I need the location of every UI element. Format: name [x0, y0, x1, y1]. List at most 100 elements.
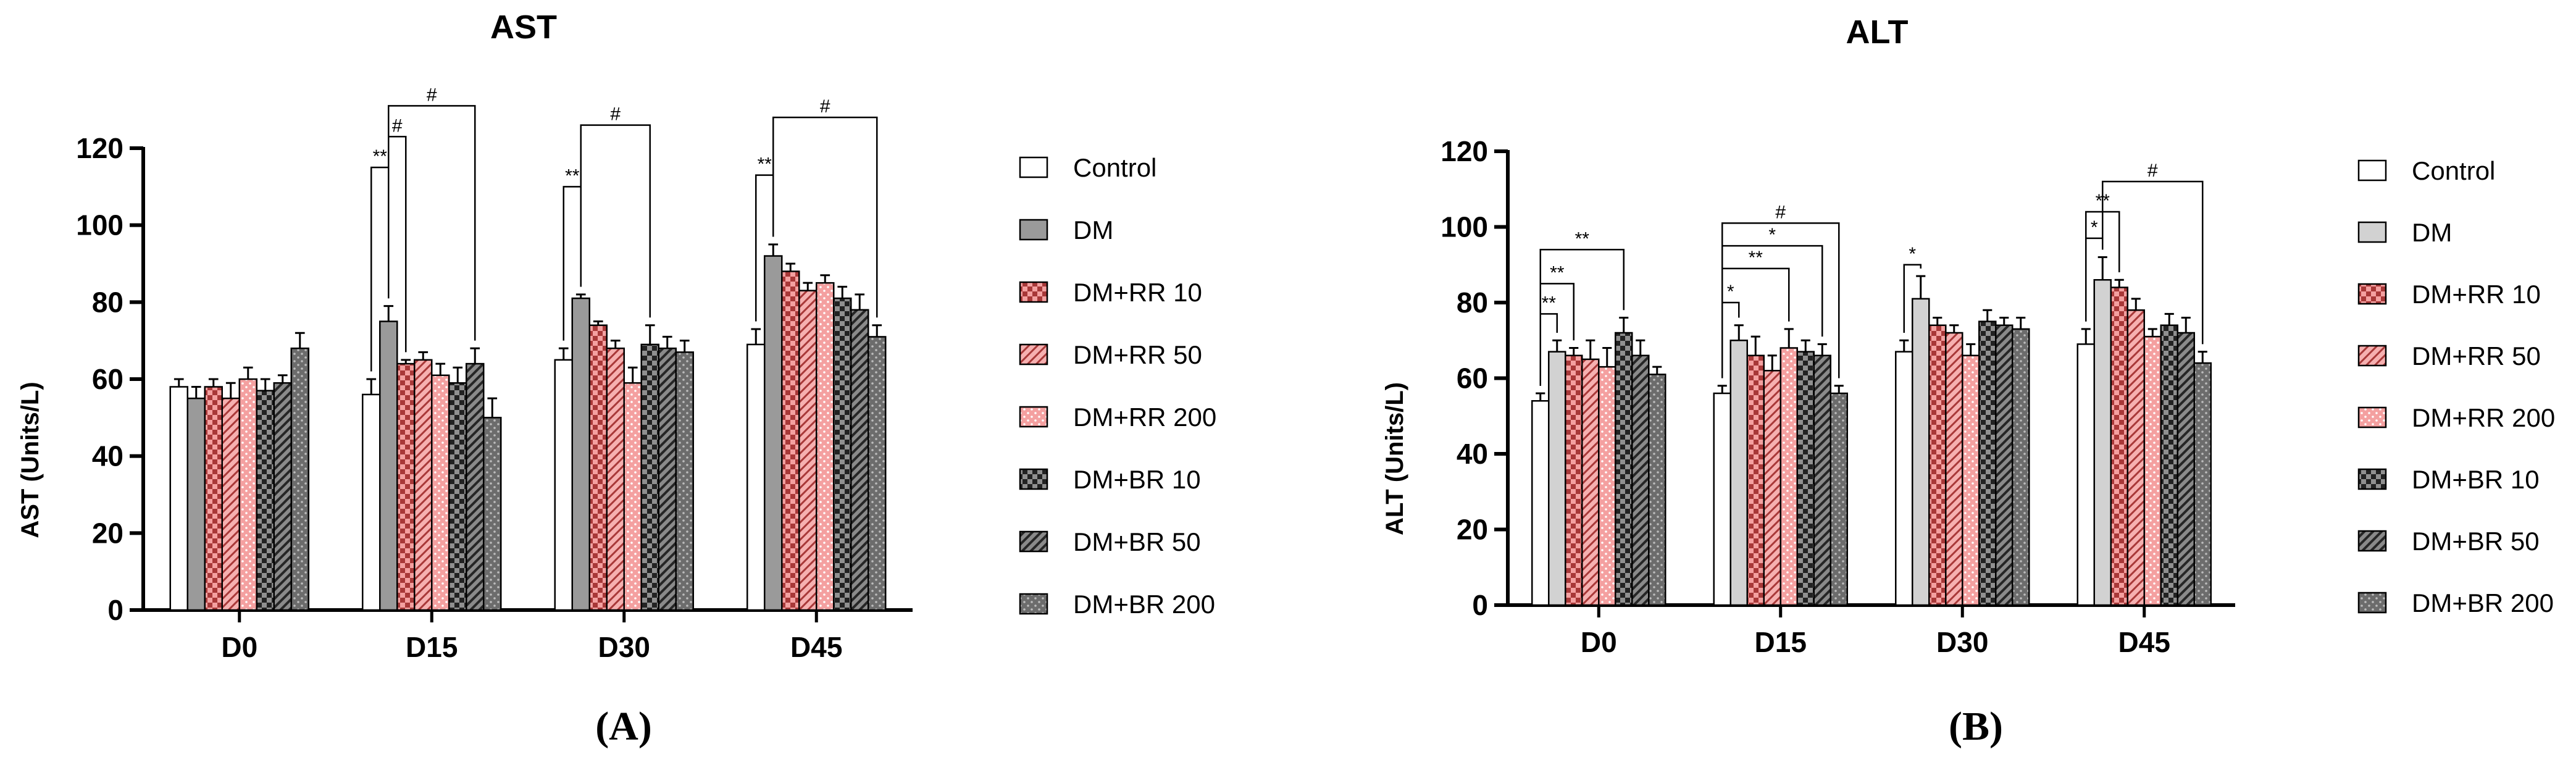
x-tick-label: D45 — [790, 631, 842, 663]
legend-label: DM+RR 10 — [2412, 280, 2541, 309]
significance-bracket — [388, 136, 407, 353]
legend-label: DM+RR 10 — [1073, 278, 1202, 307]
bar-dm-rr-50-d30 — [606, 347, 625, 611]
significance-bracket — [1903, 264, 1922, 333]
legend-swatch-control — [1019, 156, 1048, 178]
y-tick-label: 20 — [92, 517, 123, 549]
legend-label: DM — [1073, 215, 1113, 245]
y-tick-label: 80 — [92, 286, 123, 318]
bar-control-d15 — [362, 393, 381, 611]
bar-control-d0 — [1531, 400, 1550, 606]
bar-dm-d15 — [1729, 340, 1748, 606]
legend-swatch-dm-br-200 — [1019, 593, 1048, 615]
bar-dm-br-10-d0 — [256, 390, 275, 611]
bar-dm-rr-10-d0 — [204, 386, 223, 611]
legend-label: DM+BR 50 — [1073, 527, 1201, 556]
y-tick-label: 100 — [1441, 211, 1488, 243]
x-tick-label: D45 — [2118, 626, 2170, 658]
bar-dm-rr-10-d45 — [2110, 286, 2128, 606]
bar-dm-d45 — [2093, 279, 2112, 606]
bar-dm-br-200-d30 — [2012, 328, 2030, 606]
y-tick-label: 60 — [92, 363, 123, 395]
bar-dm-rr-10-d0 — [1565, 354, 1583, 606]
bar-dm-br-200-d0 — [290, 347, 309, 611]
legend-alt: Control DM DM+RR 10 DM+RR 50 DM+RR 200 DM+BR … — [2357, 156, 2555, 617]
x-tick-label: D0 — [1581, 626, 1617, 658]
bar-dm-rr-10-d45 — [781, 270, 800, 611]
bar-control-d30 — [554, 359, 573, 611]
bar-dm-rr-200-d0 — [1598, 366, 1616, 606]
legend-label: DM+BR 200 — [2412, 588, 2554, 617]
bar-dm-d0 — [1548, 351, 1566, 606]
legend-swatch-dm-br-50 — [1019, 530, 1048, 553]
bar-dm-rr-200-d45 — [2143, 335, 2162, 606]
bar-dm-rr-200-d45 — [816, 282, 835, 611]
significance-bracket — [772, 116, 878, 318]
y-tick-label: 60 — [1457, 362, 1488, 395]
x-tick-label: D0 — [221, 631, 257, 663]
y-tick-label: 20 — [1457, 514, 1488, 546]
legend-label: Control — [1073, 153, 1156, 182]
significance-label: # — [392, 115, 403, 136]
panel-label-a: (A) — [595, 704, 652, 749]
bar-dm-br-200-d45 — [2193, 362, 2212, 606]
bar-dm-rr-10-d30 — [1928, 324, 1947, 606]
legend-label: DM+RR 200 — [1073, 403, 1216, 432]
bar-dm-d30 — [1912, 298, 1930, 606]
legend-label: DM+RR 50 — [2412, 341, 2541, 370]
y-tick-label: 0 — [107, 594, 123, 626]
bar-dm-br-50-d15 — [1813, 354, 1831, 606]
chart-title: AST — [490, 9, 557, 46]
legend-swatch-dm-rr-200 — [1019, 406, 1048, 428]
legend-label: DM+BR 50 — [2412, 527, 2540, 556]
legend-label: DM+RR 200 — [2412, 403, 2555, 432]
ast-chart: AST AST (Units/L) 0 20 40 60 80 100 120 D0 D15 D3… — [17, 9, 913, 663]
legend-swatch-dm-rr-200 — [2357, 406, 2387, 429]
bar-dm-rr-50-d15 — [414, 359, 433, 611]
bar-dm-br-10-d45 — [2160, 324, 2178, 606]
legend-label: DM+BR 200 — [1073, 590, 1215, 619]
significance-label: # — [820, 96, 830, 117]
bar-dm-br-200-d30 — [675, 351, 694, 611]
legend-swatch-control — [2357, 159, 2387, 182]
significance-label: # — [427, 85, 437, 105]
significance-label: # — [610, 104, 621, 125]
y-tick-label: 40 — [92, 440, 123, 472]
legend-swatch-dm-br-50 — [2357, 530, 2387, 552]
bar-dm-br-10-d30 — [640, 343, 659, 611]
chart-title: ALT — [1846, 14, 1909, 51]
bar-dm-br-50-d45 — [2177, 332, 2195, 606]
bar-dm-rr-50-d15 — [1763, 370, 1781, 606]
bar-dm-rr-50-d0 — [221, 397, 240, 611]
bar-dm-rr-10-d15 — [1746, 354, 1765, 606]
bar-dm-br-200-d15 — [1830, 392, 1848, 606]
legend-swatch-dm — [2357, 221, 2387, 243]
significance-label: # — [1775, 202, 1786, 222]
bar-dm-br-200-d45 — [868, 336, 887, 611]
legend-ast: Control DM DM+RR 10 DM+RR 50 DM+RR 200 DM+BR … — [1019, 153, 1216, 619]
legend-swatch-dm-rr-50 — [2357, 345, 2387, 367]
significance-label: ** — [1550, 262, 1565, 283]
bar-dm-rr-200-d15 — [431, 374, 450, 611]
bar-dm-br-50-d0 — [1631, 354, 1650, 606]
legend-label: DM+RR 50 — [1073, 340, 1202, 369]
bar-dm-br-10-d30 — [1978, 320, 1997, 606]
bar-dm-br-200-d0 — [1648, 374, 1666, 606]
alt-chart: ALT ALT (Units/L) 0 20 40 60 80 100 120 D0 D15 D3… — [1381, 14, 2235, 658]
significance-label: ** — [1542, 293, 1557, 313]
bar-control-d0 — [169, 386, 188, 611]
legend-swatch-dm-rr-50 — [1019, 343, 1048, 366]
legend-label: Control — [2412, 156, 2495, 185]
bar-dm-rr-50-d45 — [2126, 309, 2145, 606]
y-tick-label: 100 — [76, 209, 123, 241]
bar-dm-d30 — [571, 297, 590, 611]
y-axis-label: ALT (Units/L) — [1381, 382, 1408, 535]
x-tick-label: D30 — [1936, 626, 1988, 658]
legend-swatch-dm-br-10 — [1019, 468, 1048, 490]
significance-bracket — [2102, 180, 2204, 345]
significance-label: ** — [758, 154, 772, 175]
panel-label-b: (B) — [1949, 704, 2003, 749]
significance-label: * — [1768, 225, 1776, 245]
bar-dm-br-50-d30 — [1995, 324, 2014, 606]
